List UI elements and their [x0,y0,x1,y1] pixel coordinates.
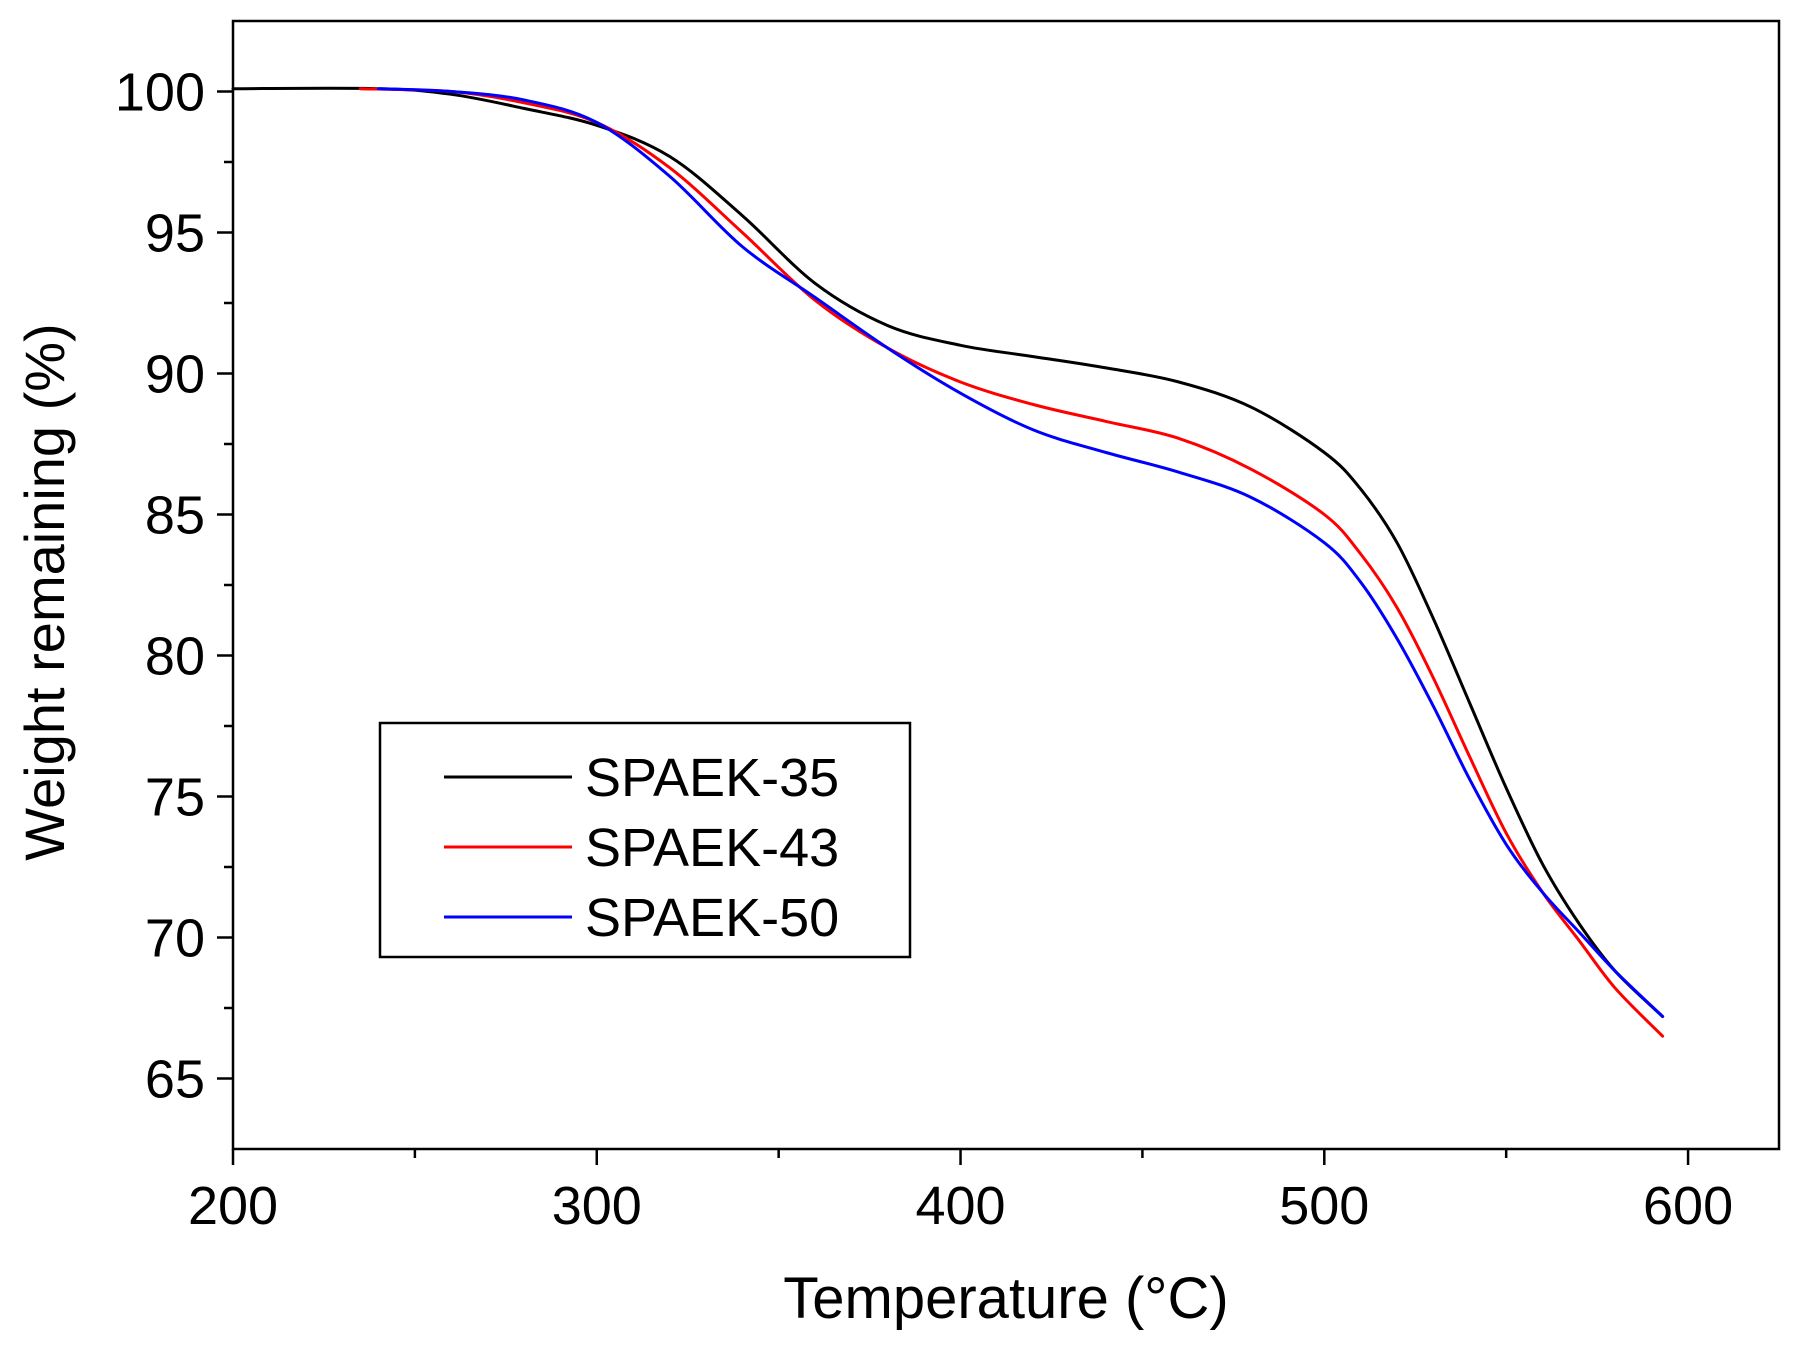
series-line-spaek-50 [377,87,1665,1018]
y-axis-ticks [217,90,233,1080]
x-tick-label: 200 [188,1176,278,1236]
x-axis-ticks [231,1149,1690,1165]
x-axis-label: Temperature (°C) [783,1266,1228,1331]
y-tick-label: 85 [145,486,205,546]
y-tick-label: 65 [145,1050,205,1110]
x-tick-label: 600 [1643,1176,1733,1236]
y-tick-label: 90 [145,345,205,405]
y-tick-label: 80 [145,627,205,687]
y-axis-label: Weight remaining (%) [13,323,76,860]
legend-label-spaek-43: SPAEK-43 [585,818,839,878]
y-tick-label: 75 [145,768,205,828]
x-tick-label: 500 [1279,1176,1369,1236]
series-line-spaek-35 [231,86,1665,1018]
legend-label-spaek-35: SPAEK-35 [585,748,839,808]
y-tick-label: 95 [145,204,205,264]
plot-lines [231,86,1665,1038]
legend-label-spaek-50: SPAEK-50 [585,888,839,948]
y-axis-tick-labels: 65 70 75 80 85 90 95 100 [115,63,205,1110]
x-tick-label: 400 [915,1176,1005,1236]
y-tick-label: 70 [145,909,205,969]
series-line-spaek-43 [358,87,1665,1038]
legend: SPAEK-35 SPAEK-43 SPAEK-50 [378,721,912,959]
y-tick-label: 100 [115,63,205,123]
x-axis-tick-labels: 200 300 400 500 600 [188,1176,1733,1236]
x-tick-label: 300 [552,1176,642,1236]
